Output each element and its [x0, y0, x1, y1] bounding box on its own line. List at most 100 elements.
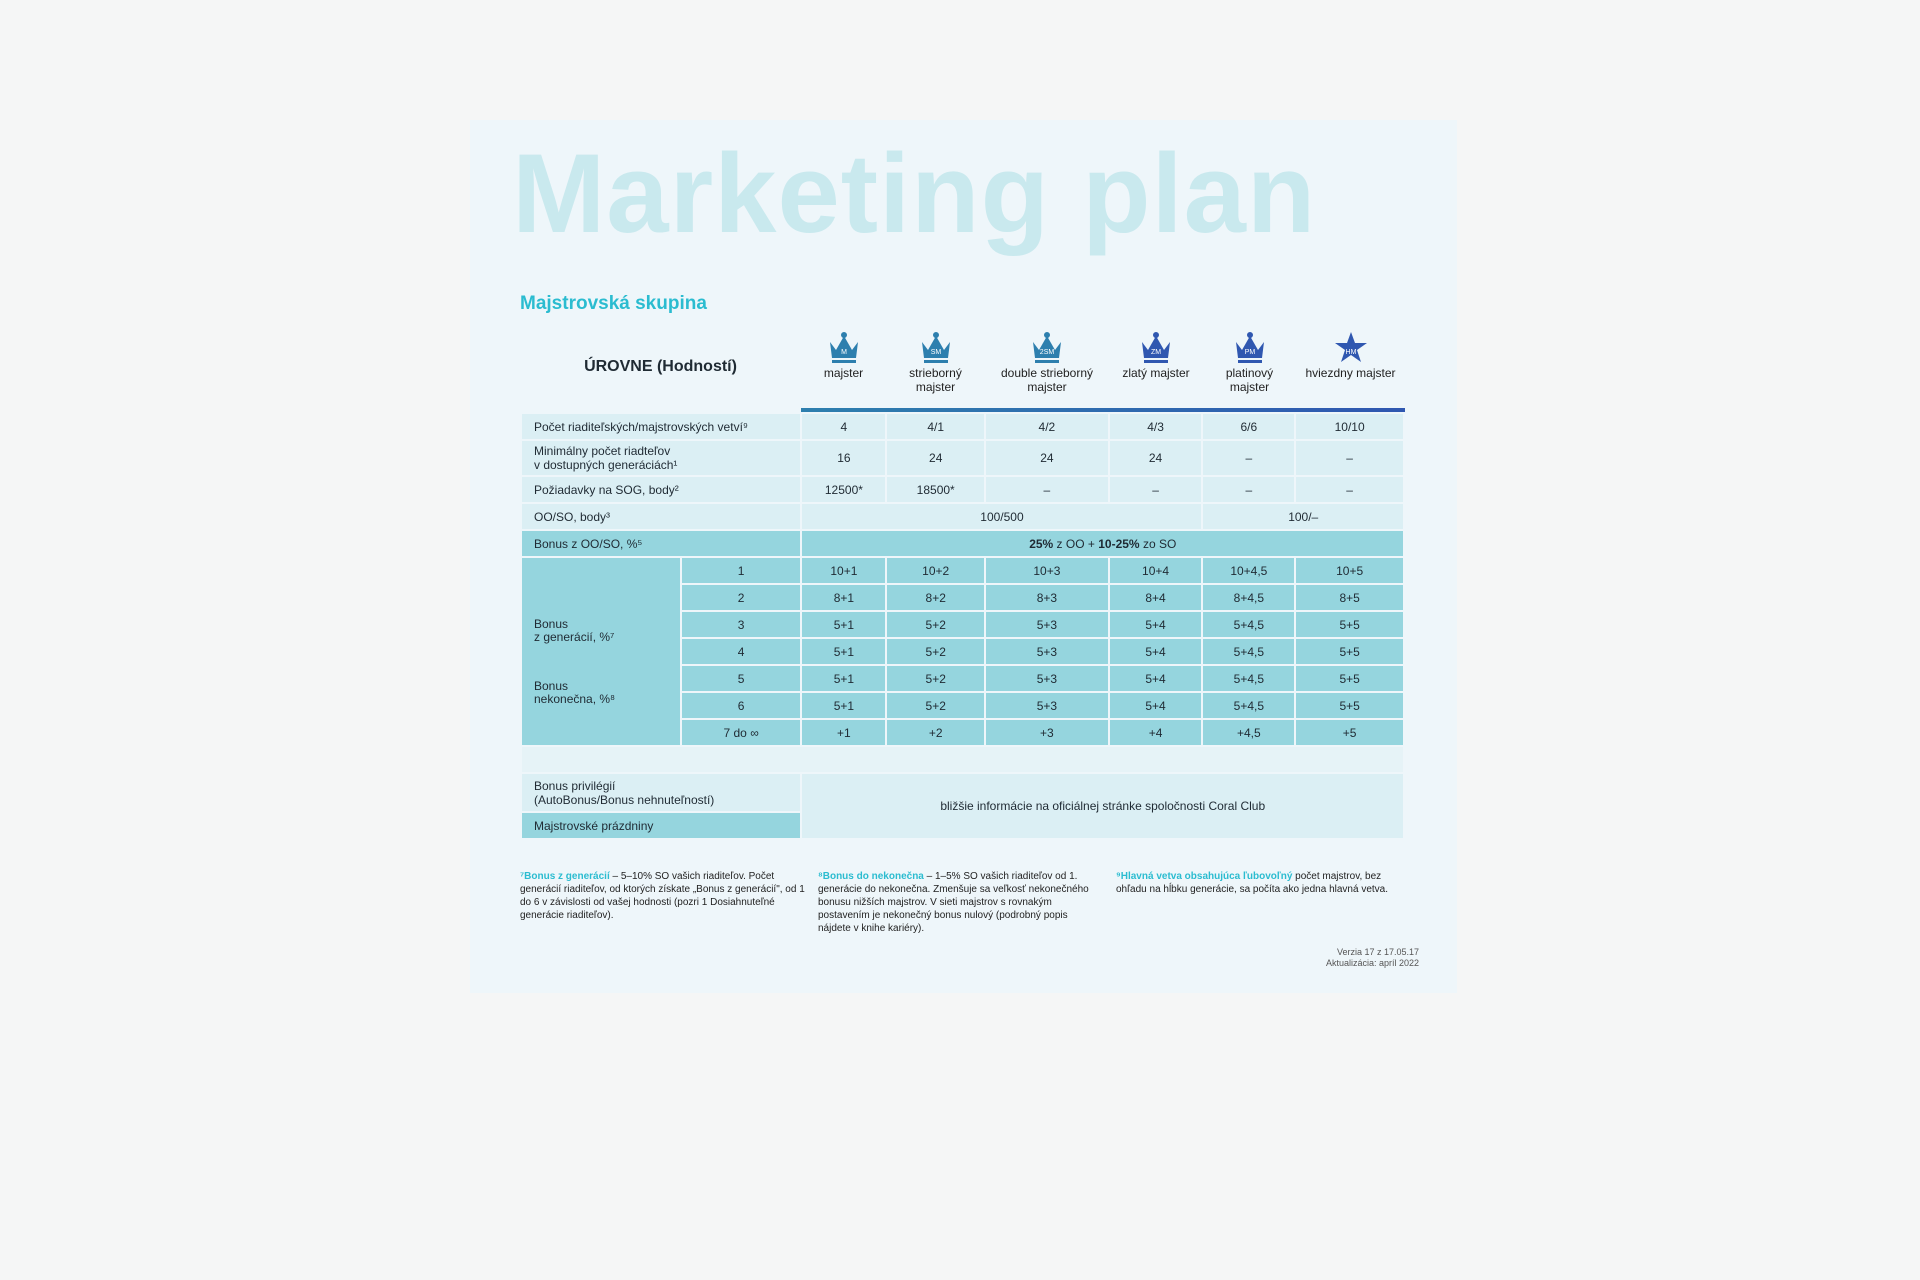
- footnote: ⁸Bonus do nekonečna – 1–5% SO vašich ria…: [818, 871, 1089, 934]
- value-cell: 5+4: [1107, 637, 1204, 666]
- value-cell: +1: [800, 718, 888, 747]
- level-hm: HM hviezdny majster: [1296, 330, 1405, 380]
- value-cell: 10+5: [1294, 556, 1405, 585]
- value-cell: 10+4,5: [1201, 556, 1297, 585]
- generation-number: 2: [679, 583, 803, 612]
- value-cell: 25% z OO + 10-25% zo SO: [800, 529, 1405, 558]
- value-cell: 16: [800, 439, 888, 477]
- value-cell: 4: [800, 412, 888, 441]
- level-name: zlatý majster: [1122, 366, 1190, 380]
- row-generation: 5 5+1 5+2 5+3 5+4 5+4,5 5+5: [521, 664, 1405, 693]
- value-cell: –: [1107, 475, 1204, 504]
- value-cell: 5+4,5: [1201, 664, 1297, 693]
- value-cell: 5+5: [1294, 691, 1405, 720]
- value-cell: 10+2: [885, 556, 987, 585]
- value-cell: 24: [984, 439, 1110, 477]
- value-cell: 8+3: [984, 583, 1110, 612]
- spacer-row: [520, 745, 1405, 774]
- updated: Aktualizácia: apríl 2022: [1325, 958, 1419, 968]
- page-title: Majstrovská skupina: [520, 293, 707, 314]
- generation-number: 6: [679, 691, 803, 720]
- value-cell: 5+4: [1107, 691, 1204, 720]
- level-name: majster: [823, 366, 864, 380]
- value-cell: +4,5: [1201, 718, 1297, 747]
- generation-number: 7 do ∞: [679, 718, 803, 747]
- footnote-title: Bonus do nekonečna: [822, 871, 924, 882]
- row-sog: Požiadavky na SOG, body² 12500* 18500* – – – –: [519, 475, 1405, 504]
- value-cell: 24: [1107, 439, 1204, 477]
- footnote: ⁹Hlavná vetva obsahujúca ľubovoľný počet…: [1116, 871, 1388, 895]
- footnote-title: Hlavná vetva obsahujúca ľubovoľný: [1120, 871, 1293, 882]
- crown-icon: M: [829, 332, 858, 363]
- row-holidays: Majstrovské prázdniny: [519, 811, 1404, 840]
- value-cell: 5+2: [885, 610, 987, 639]
- level-badge: ZM: [1151, 349, 1161, 356]
- value-cell: 5+2: [885, 664, 987, 693]
- row-generation: 7 do ∞ +1 +2 +3 +4 +4,5 +5: [521, 718, 1405, 747]
- value-cell: 100/500: [800, 502, 1204, 531]
- value-cell: 8+5: [1294, 583, 1405, 612]
- row-privileges: Bonus privilégií (AutoBonus/Bonus nehnute…: [519, 772, 1405, 840]
- star-icon: HM: [1334, 332, 1367, 362]
- row-ooso: OO/SO, body³ 100/500 100/–: [519, 502, 1405, 531]
- footnote-title: Bonus z generácií: [524, 871, 610, 882]
- value-cell: 8+2: [885, 583, 987, 612]
- level-badge: M: [841, 349, 847, 356]
- level-pm: PM platinový majster: [1203, 330, 1296, 394]
- value-cell: –: [1201, 475, 1297, 504]
- value-cell: 24: [885, 439, 987, 477]
- row-generation: 3 5+1 5+2 5+3 5+4 5+4,5 5+5: [521, 610, 1405, 639]
- level-name: platinový majster: [1225, 366, 1274, 394]
- version: Verzia 17 z 17.05.17: [1336, 947, 1419, 957]
- value-cell: 10/10: [1294, 412, 1405, 441]
- row-label: Minimálny počet riadteľov: [534, 444, 671, 458]
- value-cell: +4: [1107, 718, 1204, 747]
- crown-icon: ZM: [1142, 332, 1170, 363]
- value-cell: 5+2: [885, 691, 987, 720]
- footnote: ⁷Bonus z generácií – 5–10% SO vašich ria…: [520, 871, 805, 921]
- value-cell: 8+4,5: [1201, 583, 1297, 612]
- crown-icon: SM: [921, 332, 950, 363]
- value-cell: –: [984, 475, 1110, 504]
- level-badge: 2SM: [1040, 349, 1055, 356]
- value-cell: 5+1: [800, 610, 888, 639]
- value-cell: 5+3: [984, 691, 1110, 720]
- row-label: v dostupných generáciách¹: [534, 458, 678, 472]
- value-cell: +5: [1294, 718, 1405, 747]
- value-cell: 5+4: [1107, 610, 1204, 639]
- row-label: OO/SO, body³: [519, 502, 803, 531]
- levels-header: ÚROVNE (Hodností): [584, 358, 737, 375]
- level-badge: HM: [1345, 349, 1356, 356]
- value-cell: 10+4: [1107, 556, 1204, 585]
- row-bonus-ooso: Bonus z OO/SO, %⁵ 25% z OO + 10-25% zo SO: [519, 529, 1405, 558]
- footnote-text: – 5–10% SO vašich riaditeľov. Počet gene…: [520, 871, 805, 921]
- value-cell: 18500*: [885, 475, 987, 504]
- value-cell: 5+2: [885, 637, 987, 666]
- footnote-text: – 1–5% SO vašich riaditeľov od 1. generá…: [818, 871, 1089, 934]
- value-cell: 100/–: [1201, 502, 1405, 531]
- value-cell: 5+1: [800, 691, 888, 720]
- value-cell: 10+3: [984, 556, 1110, 585]
- value-cell: 5+4: [1107, 664, 1204, 693]
- row-label: Majstrovské prázdniny: [519, 811, 803, 840]
- value-cell: 4/1: [885, 412, 987, 441]
- footnote-text: počet majstrov, bez ohľadu na hĺbku gene…: [1116, 871, 1388, 895]
- value-cell: –: [1294, 439, 1405, 477]
- value-cell: 5+4,5: [1201, 610, 1297, 639]
- value-cell: 5+4,5: [1201, 691, 1297, 720]
- generation-number: 1: [679, 556, 803, 585]
- value-cell: 8+1: [800, 583, 888, 612]
- value-cell: 4/3: [1107, 412, 1204, 441]
- row-branches: Počet riaditeľských/majstrovských vetví⁹…: [519, 412, 1405, 441]
- header-divider: [801, 408, 1405, 412]
- generation-number: 5: [679, 664, 803, 693]
- level-name: strieborný majster: [909, 366, 962, 394]
- row-min-directors: Minimálny počet riadteľov v dostupných ge…: [519, 439, 1405, 477]
- gen-bonus-label: Bonus z generácií, %⁷: [534, 616, 615, 644]
- generation-number: 3: [679, 610, 803, 639]
- row-generation: 4 5+1 5+2 5+3 5+4 5+4,5 5+5: [521, 637, 1405, 666]
- value-cell: 4/2: [984, 412, 1110, 441]
- value-cell: +2: [885, 718, 987, 747]
- level-name: double strieborný majster: [1000, 366, 1094, 394]
